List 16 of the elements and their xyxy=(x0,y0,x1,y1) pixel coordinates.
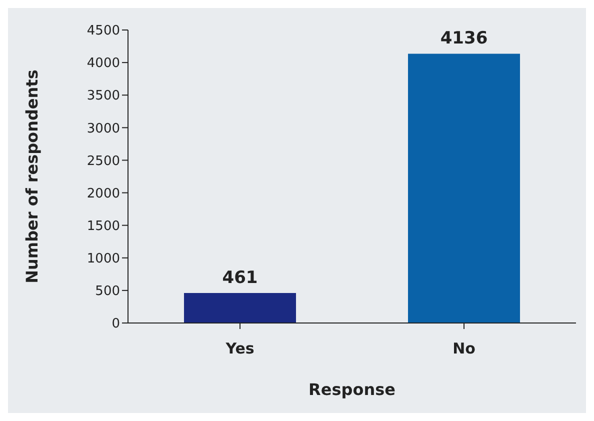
x-tick-label: Yes xyxy=(224,340,254,358)
y-tick-label: 3000 xyxy=(86,121,120,136)
y-tick-label: 500 xyxy=(95,284,120,300)
y-tick-label: 2000 xyxy=(86,186,120,202)
data-label: 461 xyxy=(222,268,258,288)
data-label: 4136 xyxy=(440,28,488,49)
y-tick-label: 4500 xyxy=(86,24,120,39)
y-tick-label: 4000 xyxy=(86,56,120,72)
y-tick-label: 1000 xyxy=(86,252,120,267)
y-axis-title: Number of respondents xyxy=(22,70,42,284)
y-tick-label: 0 xyxy=(112,316,120,332)
x-tick-label: No xyxy=(452,340,476,358)
x-axis-title: Response xyxy=(308,380,396,399)
y-tick-label: 1500 xyxy=(86,218,120,234)
y-tick-label: 3500 xyxy=(86,88,120,104)
y-tick-label: 2500 xyxy=(86,154,120,169)
